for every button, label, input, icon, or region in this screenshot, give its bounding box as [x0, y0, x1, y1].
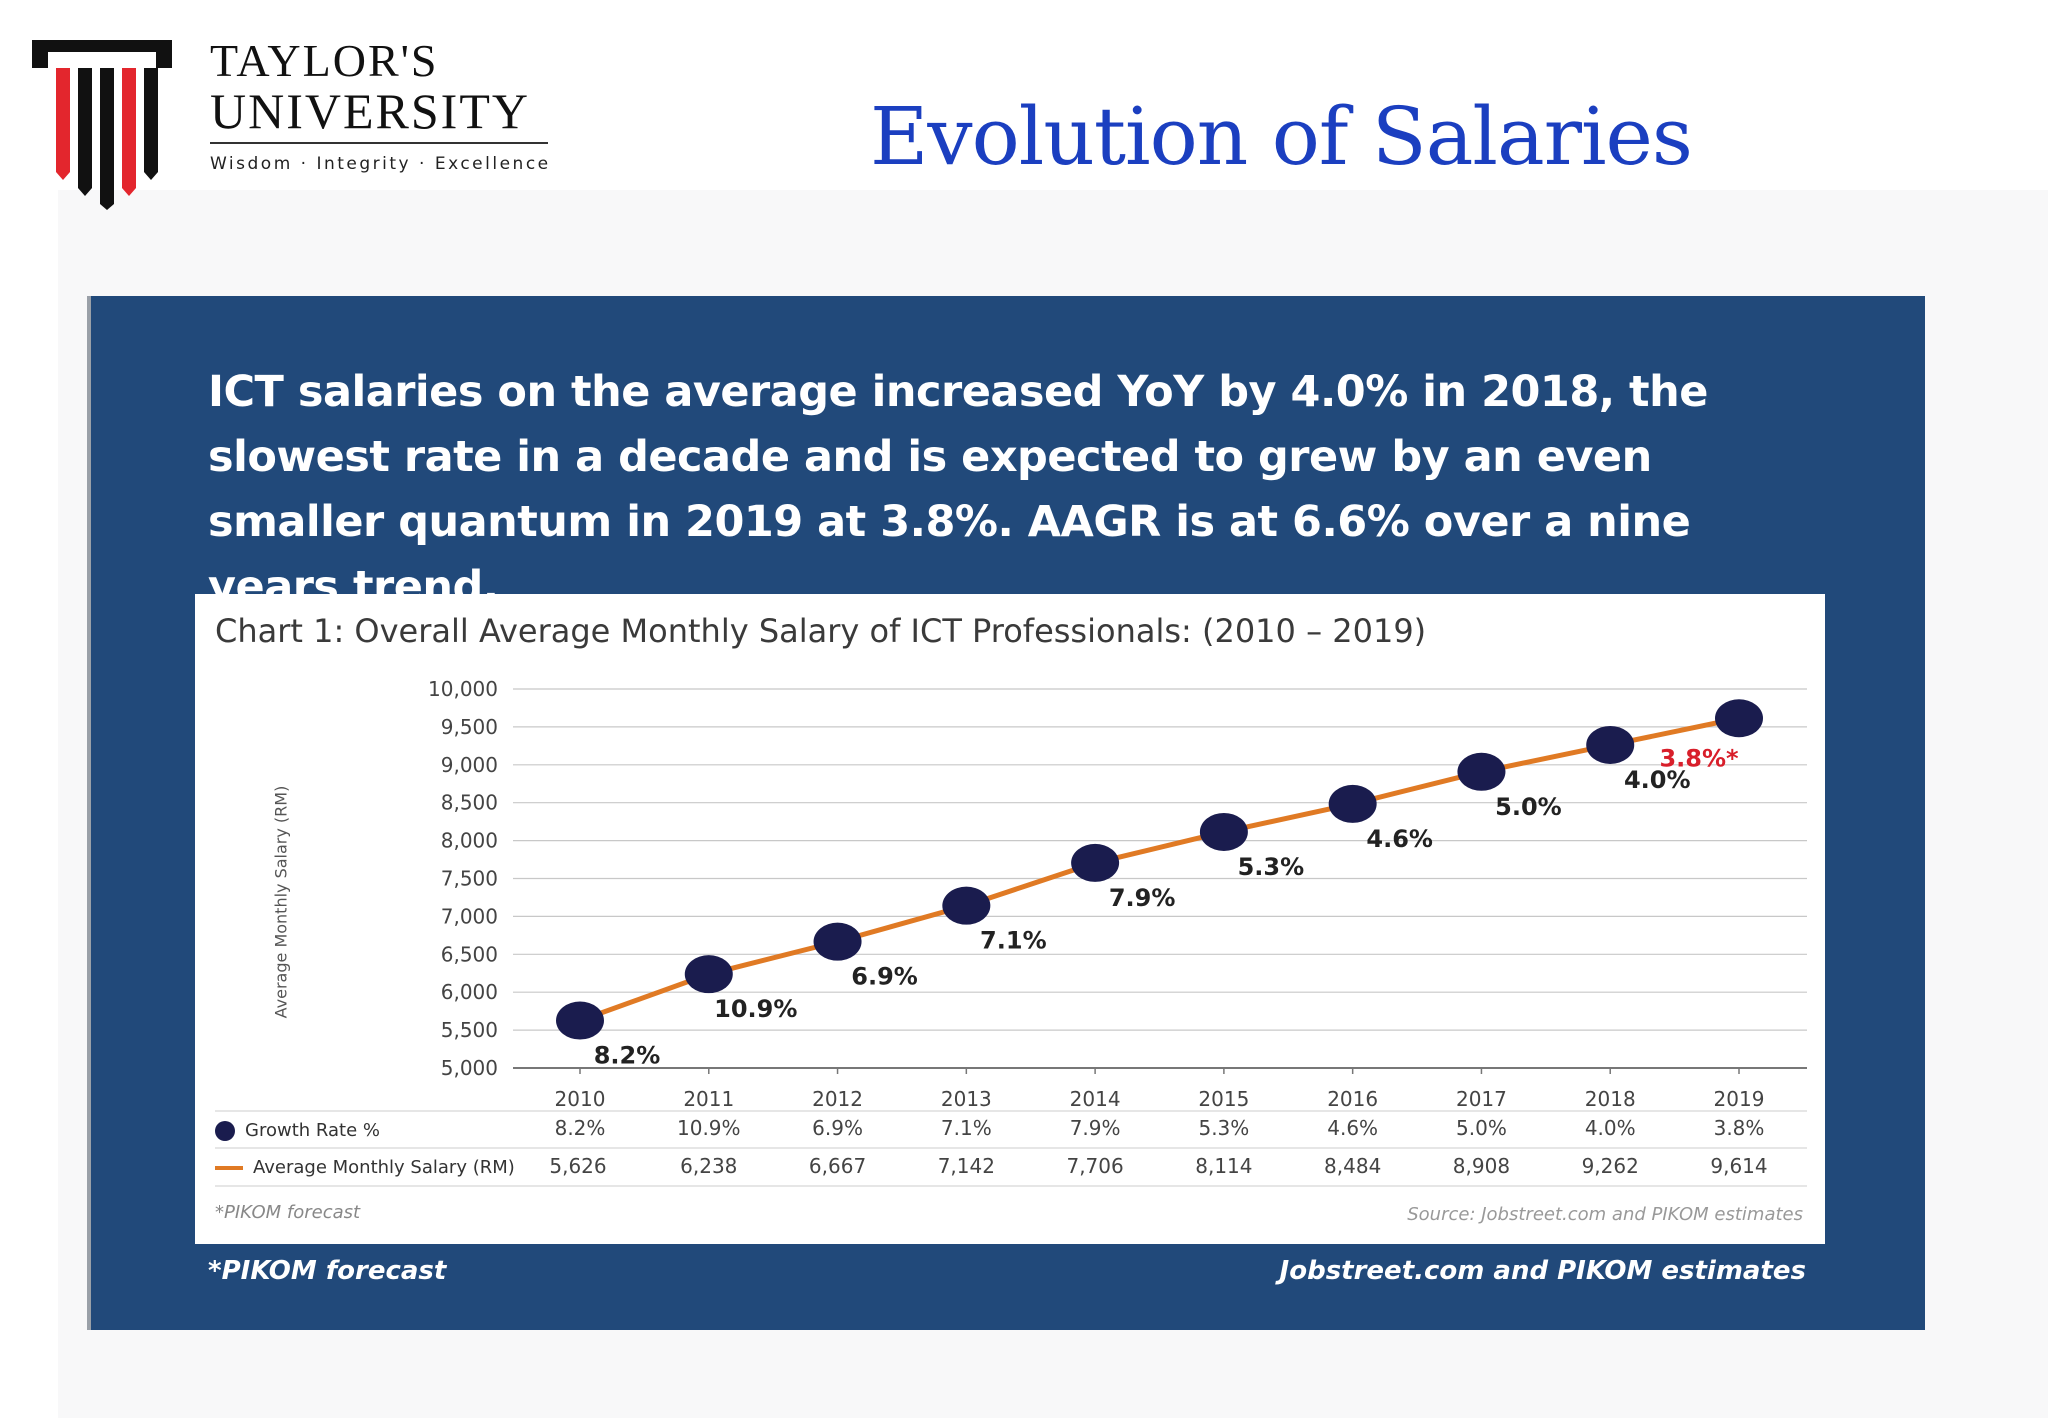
y-tick-label: 7,000 [441, 904, 498, 928]
logo-name-line2: UNIVERSITY [210, 83, 530, 139]
table-salary-value: 8,908 [1453, 1154, 1510, 1178]
x-tick-label: 2019 [1714, 1087, 1765, 1111]
table-salary-value: 9,614 [1710, 1154, 1767, 1178]
table-growth-value: 7.1% [941, 1116, 992, 1140]
chart-forecast-note: *PIKOM forecast [215, 1202, 361, 1223]
table-salary-value: 6,238 [680, 1154, 737, 1178]
growth-annotation: 7.9% [1109, 884, 1176, 912]
x-tick-label: 2012 [812, 1087, 863, 1111]
x-tick-label: 2015 [1198, 1087, 1249, 1111]
table-growth-value: 10.9% [677, 1116, 741, 1140]
x-tick-label: 2011 [683, 1087, 734, 1111]
salary-line-icon [215, 1166, 243, 1170]
salary-line-chart: 10,000 9,500 9,000 8,500 8,000 7,500 7,000 6,50… [215, 677, 1807, 1187]
table-growth-value: 5.0% [1456, 1116, 1507, 1140]
legend-salary-label: Average Monthly Salary (RM) [253, 1157, 515, 1178]
y-tick-label: 9,000 [441, 753, 498, 777]
table-salary-value: 7,142 [938, 1154, 995, 1178]
table-growth-value: 4.0% [1585, 1116, 1636, 1140]
table-growth-value: 8.2% [555, 1116, 606, 1140]
table-salary-value: 6,667 [809, 1154, 866, 1178]
data-point-marker [1071, 843, 1120, 882]
salary-series-line [579, 715, 1740, 1023]
table-growth-value: 6.9% [812, 1116, 863, 1140]
y-tick-label: 8,500 [441, 791, 498, 815]
growth-annotation: 3.8%* [1659, 744, 1739, 772]
table-salary-value: 5,626 [549, 1154, 606, 1178]
data-point-marker [1586, 725, 1635, 764]
y-tick-label: 5,000 [441, 1056, 498, 1080]
y-tick-label: 7,500 [441, 867, 498, 891]
growth-annotation: 4.6% [1366, 825, 1433, 853]
table-salary-value: 7,706 [1066, 1154, 1123, 1178]
table-salary-value: 8,114 [1195, 1154, 1252, 1178]
y-tick-label: 9,500 [441, 715, 498, 739]
data-point-marker [1199, 812, 1248, 851]
y-tick-label: 8,000 [441, 829, 498, 853]
table-salary-value: 9,262 [1582, 1154, 1639, 1178]
growth-annotation: 4.0% [1624, 766, 1691, 794]
x-tick-label: 2014 [1070, 1087, 1121, 1111]
headline-text: ICT salaries on the average increased Yo… [208, 367, 1708, 612]
data-point-marker [813, 922, 862, 961]
chart-source-note: Source: Jobstreet.com and PIKOM estimate… [1407, 1204, 1803, 1225]
logo-divider [210, 142, 548, 144]
growth-annotation: 5.0% [1495, 793, 1562, 821]
footer-source: Jobstreet.com and PIKOM estimates [1279, 1256, 1806, 1286]
logo-motto: Wisdom · Integrity · Excellence [210, 154, 551, 174]
y-tick-label: 6,000 [441, 980, 498, 1004]
y-tick-label: 5,500 [441, 1018, 498, 1042]
x-tick-label: 2018 [1585, 1087, 1636, 1111]
x-tick-label: 2016 [1327, 1087, 1378, 1111]
legend-growth-rate: Growth Rate % [215, 1120, 380, 1141]
chart-title: Chart 1: Overall Average Monthly Salary … [215, 612, 1427, 650]
growth-annotation: 8.2% [594, 1042, 661, 1070]
table-growth-value: 3.8% [1714, 1116, 1765, 1140]
table-growth-value: 7.9% [1070, 1116, 1121, 1140]
logo-emblem-icon [32, 40, 172, 210]
legend-growth-label: Growth Rate % [245, 1120, 380, 1141]
data-point-marker [942, 886, 991, 925]
table-salary-value: 8,484 [1324, 1154, 1381, 1178]
y-tick-label: 10,000 [428, 677, 498, 701]
table-growth-value: 4.6% [1327, 1116, 1378, 1140]
growth-marker-icon [215, 1121, 235, 1141]
x-tick-label: 2017 [1456, 1087, 1507, 1111]
x-tick-label: 2010 [555, 1087, 606, 1111]
panel-edge [87, 296, 91, 1330]
growth-annotation: 6.9% [851, 963, 918, 991]
x-tick-label: 2013 [941, 1087, 992, 1111]
data-point-marker [1457, 752, 1506, 791]
chart-card: Chart 1: Overall Average Monthly Salary … [195, 594, 1825, 1244]
growth-annotation: 5.3% [1238, 853, 1305, 881]
university-logo: TAYLOR'S UNIVERSITY Wisdom · Integrity ·… [30, 35, 551, 210]
legend-salary: Average Monthly Salary (RM) [215, 1157, 515, 1178]
growth-annotation: 10.9% [714, 995, 797, 1023]
table-growth-value: 5.3% [1198, 1116, 1249, 1140]
data-point-marker [684, 955, 733, 994]
logo-name-line1: TAYLOR'S [210, 35, 439, 86]
data-point-marker [556, 1001, 604, 1040]
data-point-marker [1328, 784, 1377, 823]
y-tick-label: 6,500 [441, 942, 498, 966]
slide-title: Evolution of Salaries [870, 90, 1693, 183]
data-point-marker [1715, 699, 1763, 738]
footer-forecast-note: *PIKOM forecast [208, 1256, 447, 1286]
growth-annotation: 7.1% [980, 927, 1047, 955]
